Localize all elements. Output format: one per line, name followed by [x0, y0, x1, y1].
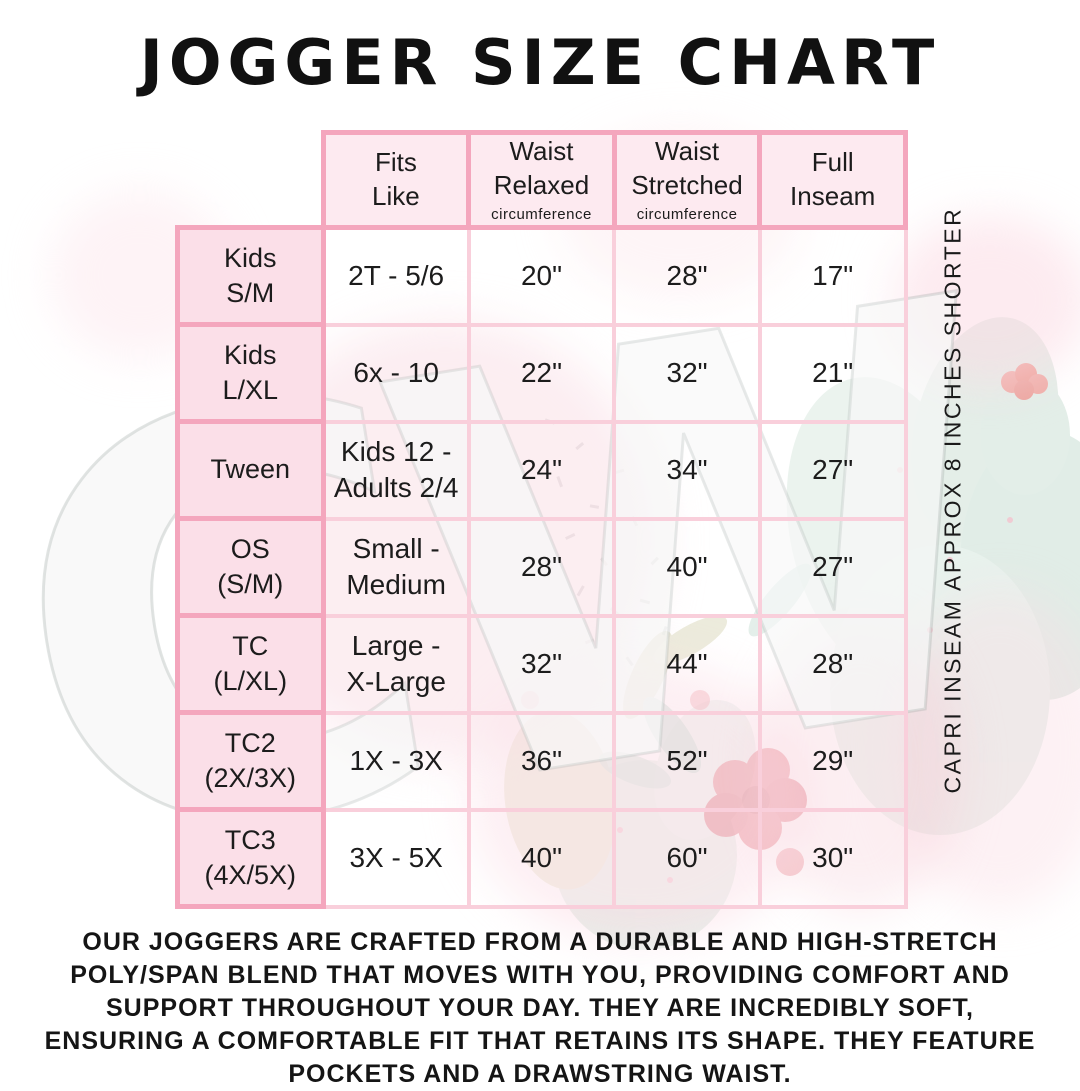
- column-header-full-inseam: Full Inseam: [757, 130, 908, 230]
- description-line: ENSURING A COMFORTABLE FIT THAT RETAINS …: [44, 1027, 1036, 1055]
- full-inseam-cell: 27": [757, 516, 908, 618]
- table-row: Kids S/M 2T - 5/6 20" 28" 17": [175, 225, 908, 327]
- table-row: TC3 (4X/5X) 3X - 5X 40" 60" 30": [175, 807, 908, 909]
- page-title: JOGGER SIZE CHART: [139, 26, 941, 99]
- full-inseam-cell: 17": [757, 225, 908, 327]
- waist-stretched-cell: 32": [612, 322, 762, 424]
- waist-relaxed-cell: 22": [466, 322, 617, 424]
- waist-relaxed-cell: 40": [466, 807, 617, 909]
- row-label-cell: TC (L/XL): [175, 613, 326, 715]
- row-label-cell: Tween: [175, 419, 326, 521]
- waist-stretched-cell: 60": [612, 807, 762, 909]
- column-header-waist-stretched: Waist Stretched circumference: [611, 130, 763, 230]
- full-inseam-cell: 28": [757, 613, 908, 715]
- waist-relaxed-cell: 20": [466, 225, 617, 327]
- row-label-cell: TC3 (4X/5X): [175, 807, 326, 909]
- pink-wash-blob: [890, 590, 1080, 910]
- full-inseam-cell: 30": [757, 807, 908, 909]
- description-line: OUR JOGGERS ARE CRAFTED FROM A DURABLE A…: [82, 928, 998, 956]
- description-line: SUPPORT THROUGHOUT YOUR DAY. THEY ARE IN…: [105, 994, 974, 1022]
- fits-like-cell: 3X - 5X: [321, 807, 471, 909]
- row-label-cell: Kids S/M: [175, 225, 326, 327]
- fits-like-cell: 2T - 5/6: [321, 225, 471, 327]
- table-row: TC2 (2X/3X) 1X - 3X 36" 52" 29": [175, 710, 908, 812]
- capri-inseam-note: CAPRI INSEAM APPROX 8 INCHES SHORTER: [939, 206, 966, 794]
- size-chart-table: Fits Like Waist Relaxed circumference Wai…: [175, 130, 908, 909]
- column-header-waist-relaxed: Waist Relaxed circumference: [466, 130, 617, 230]
- circumference-sublabel: circumference: [636, 206, 738, 224]
- description-line: POLY/SPAN BLEND THAT MOVES WITH YOU, PRO…: [70, 961, 1010, 989]
- fits-like-cell: 1X - 3X: [321, 710, 471, 812]
- table-row: TC (L/XL) Large - X-Large 32" 44" 28": [175, 613, 908, 715]
- waist-stretched-cell: 28": [612, 225, 762, 327]
- fits-like-cell: Kids 12 - Adults 2/4: [321, 419, 471, 521]
- waist-stretched-cell: 34": [612, 419, 762, 521]
- fits-like-cell: 6x - 10: [321, 322, 471, 424]
- waist-stretched-cell: 40": [612, 516, 762, 618]
- full-inseam-cell: 29": [757, 710, 908, 812]
- waist-relaxed-cell: 36": [466, 710, 617, 812]
- table-row: Tween Kids 12 - Adults 2/4 24" 34" 27": [175, 419, 908, 521]
- row-label-cell: Kids L/XL: [175, 322, 326, 424]
- fits-like-cell: Small - Medium: [321, 516, 471, 618]
- waist-relaxed-cell: 24": [466, 419, 617, 521]
- corner-cell: [178, 133, 324, 228]
- row-label-cell: OS (S/M): [175, 516, 326, 618]
- column-header-fits-like: Fits Like: [320, 130, 472, 230]
- full-inseam-cell: 27": [757, 419, 908, 521]
- circumference-sublabel: circumference: [491, 206, 592, 224]
- description-line: POCKETS AND A DRAWSTRING WAIST.: [288, 1060, 792, 1088]
- row-label-cell: TC2 (2X/3X): [175, 710, 326, 812]
- header-row: Fits Like Waist Relaxed circumference Wai…: [178, 130, 908, 230]
- table-row: Kids L/XL 6x - 10 22" 32" 21": [175, 322, 908, 424]
- waist-stretched-cell: 52": [612, 710, 762, 812]
- waist-stretched-cell: 44": [612, 613, 762, 715]
- waist-relaxed-cell: 28": [466, 516, 617, 618]
- table-row: OS (S/M) Small - Medium 28" 40" 27": [175, 516, 908, 618]
- pink-wash-blob: [890, 215, 1080, 385]
- waist-relaxed-cell: 32": [466, 613, 617, 715]
- fits-like-cell: Large - X-Large: [321, 613, 471, 715]
- full-inseam-cell: 21": [757, 322, 908, 424]
- product-description: OUR JOGGERS ARE CRAFTED FROM A DURABLE A…: [0, 926, 1080, 1091]
